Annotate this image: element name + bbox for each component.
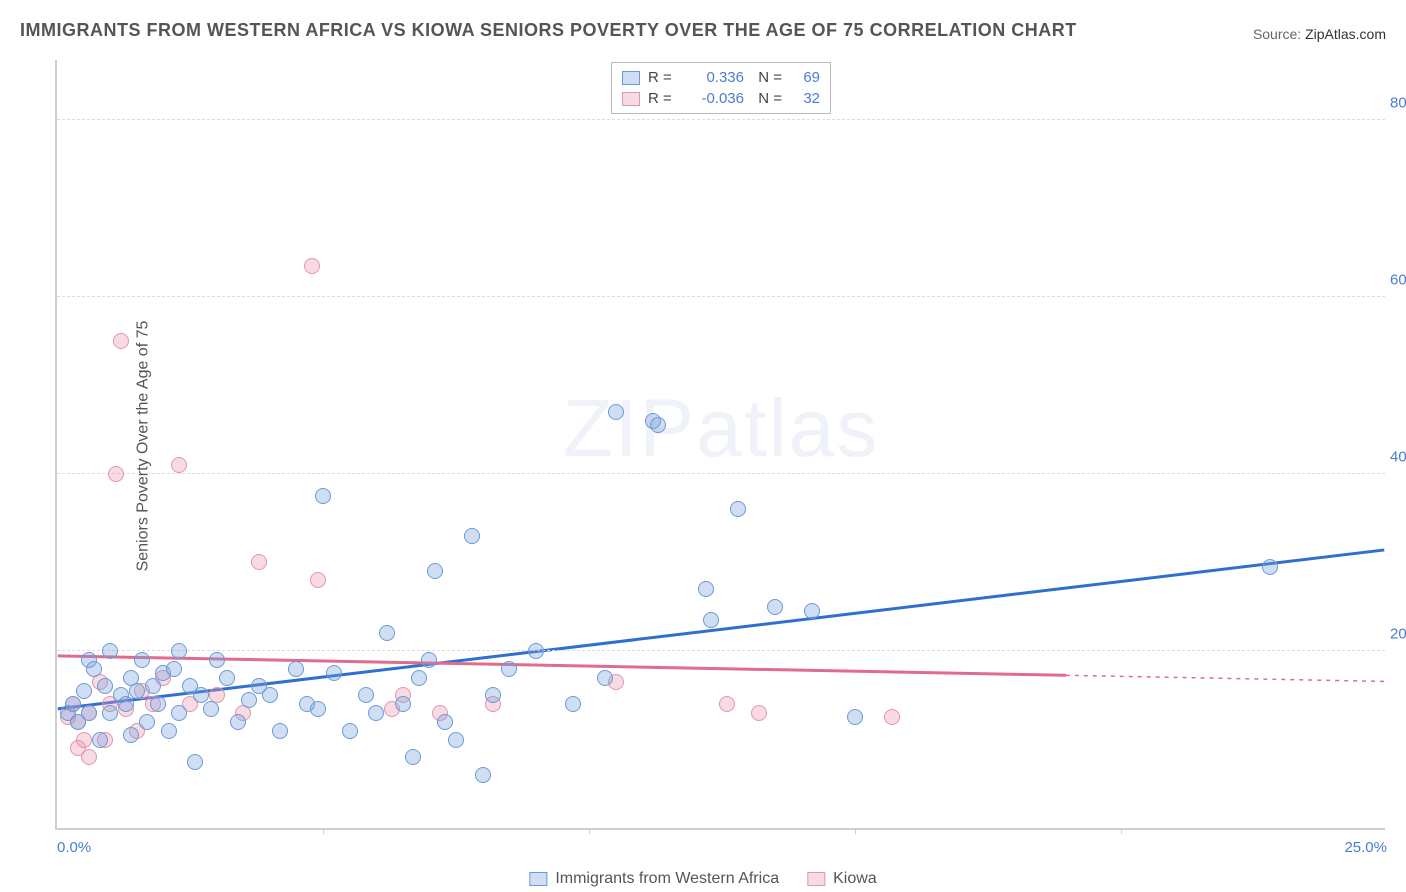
data-point — [97, 678, 113, 694]
data-point — [113, 333, 129, 349]
x-tick-mark — [1121, 828, 1122, 834]
data-point — [129, 683, 145, 699]
data-point — [597, 670, 613, 686]
x-tick-mark — [855, 828, 856, 834]
legend-label: Immigrants from Western Africa — [555, 870, 779, 888]
data-point — [427, 563, 443, 579]
data-point — [379, 625, 395, 641]
data-point — [804, 603, 820, 619]
data-point — [76, 732, 92, 748]
gridline — [57, 650, 1385, 651]
data-point — [150, 696, 166, 712]
data-point — [847, 709, 863, 725]
data-point — [171, 643, 187, 659]
data-point — [528, 643, 544, 659]
data-point — [86, 661, 102, 677]
data-point — [304, 258, 320, 274]
data-point — [358, 687, 374, 703]
data-point — [1262, 559, 1278, 575]
data-point — [703, 612, 719, 628]
data-point — [475, 767, 491, 783]
data-point — [608, 404, 624, 420]
data-point — [219, 670, 235, 686]
data-point — [448, 732, 464, 748]
data-point — [719, 696, 735, 712]
data-point — [437, 714, 453, 730]
data-point — [65, 696, 81, 712]
gridline — [57, 119, 1385, 120]
data-point — [698, 581, 714, 597]
data-point — [102, 643, 118, 659]
source-value: ZipAtlas.com — [1305, 26, 1386, 42]
x-tick-label: 0.0% — [57, 839, 91, 856]
data-point — [395, 696, 411, 712]
data-point — [884, 709, 900, 725]
plot-area: ZIPatlas R = 0.336 N = 69 R = -0.036 N =… — [55, 60, 1385, 830]
data-point — [464, 528, 480, 544]
data-point — [501, 661, 517, 677]
data-point — [134, 652, 150, 668]
data-point — [145, 678, 161, 694]
data-point — [650, 417, 666, 433]
data-point — [262, 687, 278, 703]
data-point — [81, 705, 97, 721]
gridline — [57, 473, 1385, 474]
chart-container: IMMIGRANTS FROM WESTERN AFRICA VS KIOWA … — [0, 0, 1406, 892]
data-point — [310, 701, 326, 717]
data-point — [485, 687, 501, 703]
data-point — [241, 692, 257, 708]
legend-item: Kiowa — [807, 870, 877, 888]
data-point — [187, 754, 203, 770]
x-tick-mark — [323, 828, 324, 834]
data-point — [288, 661, 304, 677]
legend-item: Immigrants from Western Africa — [529, 870, 779, 888]
data-point — [342, 723, 358, 739]
data-point — [421, 652, 437, 668]
data-point — [730, 501, 746, 517]
data-point — [368, 705, 384, 721]
trendline — [1066, 675, 1384, 681]
chart-title: IMMIGRANTS FROM WESTERN AFRICA VS KIOWA … — [20, 20, 1077, 41]
data-point — [102, 705, 118, 721]
data-point — [118, 696, 134, 712]
data-point — [315, 488, 331, 504]
data-point — [203, 701, 219, 717]
data-point — [272, 723, 288, 739]
gridline — [57, 296, 1385, 297]
trend-lines-layer — [57, 60, 1385, 828]
data-point — [123, 727, 139, 743]
y-tick-label: 20.0% — [1390, 626, 1406, 643]
data-point — [139, 714, 155, 730]
legend-swatch-icon — [529, 872, 547, 886]
data-point — [411, 670, 427, 686]
legend-swatch-icon — [807, 872, 825, 886]
y-tick-label: 60.0% — [1390, 271, 1406, 288]
y-tick-label: 40.0% — [1390, 448, 1406, 465]
data-point — [166, 661, 182, 677]
data-point — [209, 652, 225, 668]
data-point — [171, 457, 187, 473]
data-point — [751, 705, 767, 721]
data-point — [326, 665, 342, 681]
source-attribution: Source: ZipAtlas.com — [1253, 26, 1386, 42]
data-point — [310, 572, 326, 588]
data-point — [565, 696, 581, 712]
data-point — [161, 723, 177, 739]
data-point — [76, 683, 92, 699]
legend-label: Kiowa — [833, 870, 877, 888]
data-point — [171, 705, 187, 721]
x-tick-mark — [589, 828, 590, 834]
data-point — [230, 714, 246, 730]
source-label: Source: — [1253, 26, 1301, 42]
data-point — [767, 599, 783, 615]
x-tick-label: 25.0% — [1344, 839, 1387, 856]
series-legend: Immigrants from Western Africa Kiowa — [529, 870, 876, 888]
data-point — [92, 732, 108, 748]
y-tick-label: 80.0% — [1390, 94, 1406, 111]
data-point — [81, 749, 97, 765]
data-point — [251, 554, 267, 570]
data-point — [405, 749, 421, 765]
data-point — [108, 466, 124, 482]
